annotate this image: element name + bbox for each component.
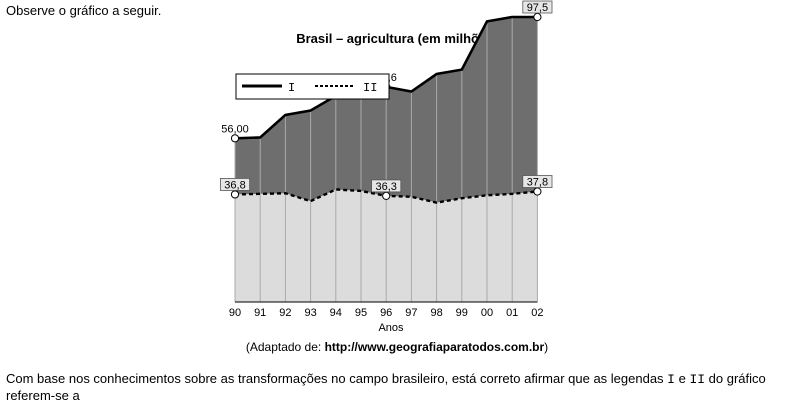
data-label-box [522,175,553,188]
x-tick-label: 01 [506,307,518,319]
legend-ref-ii: II [689,372,706,387]
source-suffix: ) [544,340,549,354]
data-label-box [371,179,402,193]
intro-text: Observe o gráfico a seguir. [6,3,162,18]
data-label: 56,00 [221,123,249,135]
data-label-box [219,178,250,191]
legend-label-ii: II [363,81,377,95]
x-tick-label: 98 [430,307,442,319]
x-tick-label: 97 [405,307,417,319]
data-label: 97,5 [527,2,548,14]
data-point-marker [533,12,542,22]
question-part2: do gráfico referem-se a [6,371,766,403]
data-label: 36,3 [375,181,396,193]
question-and: e [674,371,690,386]
data-point-marker [230,134,240,143]
x-tick-label: 92 [279,307,291,319]
legend-label-i: I [288,81,295,95]
x-tick-label: 02 [531,307,543,319]
x-tick-label: 94 [330,307,342,319]
x-tick-label: 93 [304,307,316,319]
data-label: 36,8 [224,179,245,191]
question-part1: Com base nos conhecimentos sobre as tran… [6,371,668,386]
data-label-box [522,0,553,14]
x-tick-label: 91 [254,307,266,319]
question-text: Com base nos conhecimentos sobre as tran… [6,371,792,404]
x-axis-label: Anos [378,322,404,334]
legend-ref-i: I [667,372,675,387]
x-tick-label: 00 [481,307,493,319]
data-point-marker [382,191,391,200]
x-tick-label: 90 [229,307,241,319]
x-tick-label: 95 [355,307,367,319]
chart-title: Brasil – agricultura (em milhões) [296,31,498,46]
source-note: (Adaptado de: http://www.geografiaparato… [0,340,794,354]
x-tick-label: 99 [456,307,468,319]
source-url: http://www.geografiaparatodos.com.br [324,340,545,354]
source-prefix: (Adaptado de: [245,340,325,354]
x-tick-label: 96 [380,307,392,319]
data-point-marker [230,190,240,199]
data-label: 37,8 [527,177,548,189]
data-point-marker [533,187,542,196]
